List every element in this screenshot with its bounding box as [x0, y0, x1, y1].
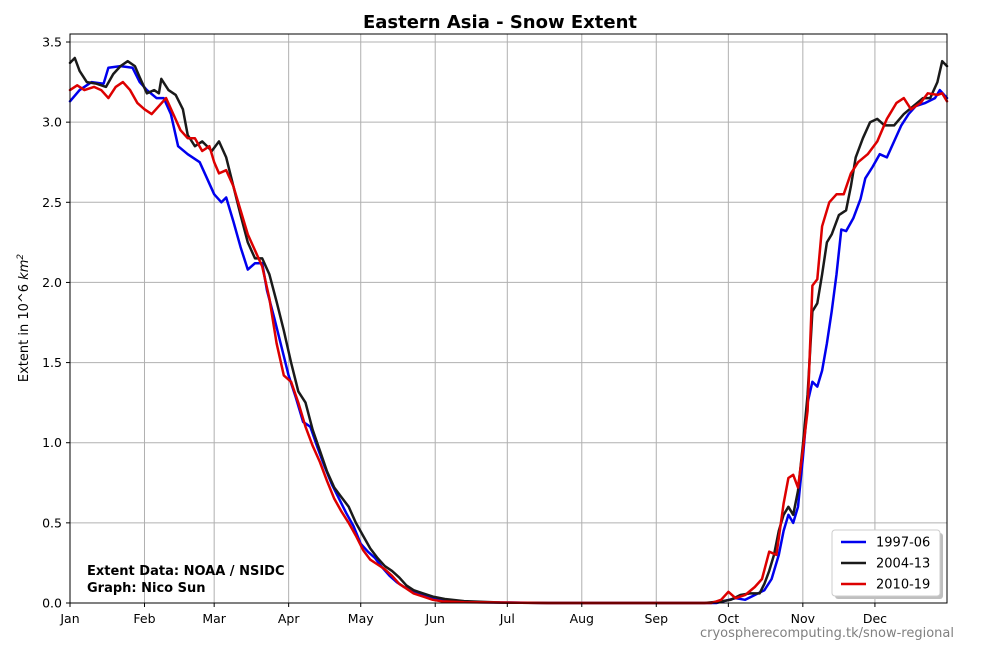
y-tick-label: 1.5: [42, 355, 62, 370]
y-tick-label: 2.0: [42, 275, 62, 290]
y-tick-label: 3.0: [42, 115, 62, 130]
series-lines: [68, 56, 949, 605]
y-tick-label: 3.5: [42, 35, 62, 50]
y-tick-label: 0.0: [42, 596, 62, 611]
x-axis-ticks: Jan Feb Mar Apr May Jun Jul Aug Sep Oct Nov Dec: [59, 603, 887, 626]
legend-box: [831, 529, 941, 597]
grid-lines: [69, 34, 947, 604]
y-tick-label: 1.0: [42, 435, 62, 450]
y-tick-label: 2.5: [42, 195, 62, 210]
plot-frame: [69, 33, 948, 604]
credit-url: cryospherecomputing.tk/snow-regional: [700, 626, 954, 641]
x-tick-label: Jul: [499, 611, 515, 626]
legend-label: 1997-06: [876, 536, 930, 551]
y-tick-label: 0.5: [42, 515, 62, 530]
chart-title: Eastern Asia - Snow Extent: [363, 12, 637, 33]
x-tick-label: Apr: [278, 611, 300, 626]
y-axis-ticks: 0.0 0.5 1.0 1.5 2.0 2.5 3.0 3.5: [42, 35, 70, 611]
legend: 1997-06 2004-13 2010-19: [831, 529, 943, 599]
x-tick-label: Aug: [570, 611, 594, 626]
data-source-annotation: Extent Data: NOAA / NSIDC: [87, 564, 284, 579]
x-tick-label: Feb: [133, 611, 155, 626]
legend-label: 2010-19: [876, 578, 930, 593]
x-tick-label: Mar: [202, 611, 226, 626]
series-line-2010-19: [68, 80, 949, 605]
x-tick-label: Dec: [863, 611, 887, 626]
x-tick-label: Oct: [718, 611, 740, 626]
x-tick-label: Jan: [59, 611, 79, 626]
x-tick-label: Sep: [644, 611, 668, 626]
x-tick-label: Nov: [791, 611, 816, 626]
y-axis-label: Extent in 10^6 km2: [16, 254, 32, 383]
x-tick-label: Jun: [424, 611, 445, 626]
legend-label: 2004-13: [876, 557, 930, 572]
series-line-2004-13: [68, 56, 949, 605]
x-tick-label: May: [348, 611, 374, 626]
graph-author-annotation: Graph: Nico Sun: [87, 581, 206, 596]
